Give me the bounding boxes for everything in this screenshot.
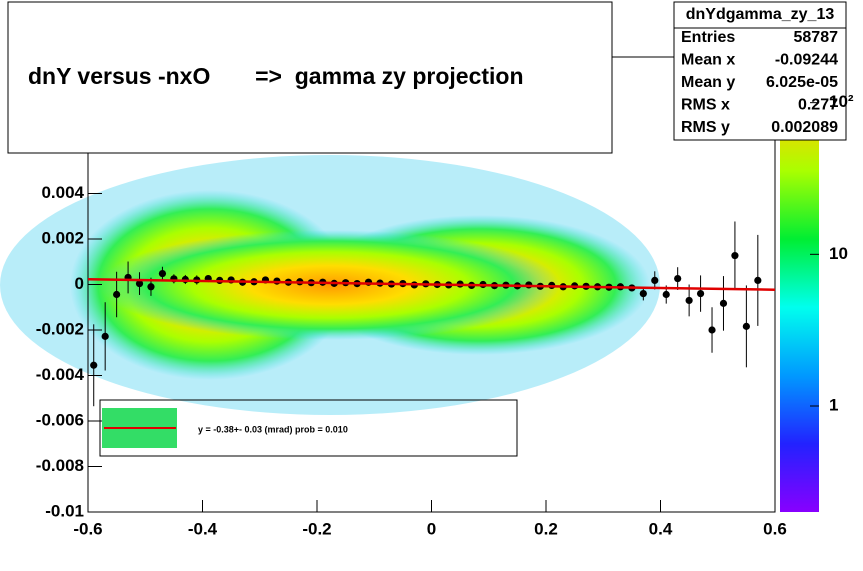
point [639,290,647,298]
stat-name: RMS x [681,97,730,114]
x-tick-label: 0.4 [649,519,673,538]
point [90,361,98,369]
y-tick-label: 0.004 [41,183,84,202]
point [742,322,750,330]
stat-name: Mean x [681,52,735,69]
y-tick-label: 0 [75,274,84,293]
point [696,290,705,298]
point [158,269,167,278]
y-tick-label: -0.004 [36,365,85,384]
y-tick-label: 0.002 [41,228,84,247]
fit-line [87,278,776,291]
x-tick-label: -0.4 [188,519,218,538]
point [113,290,121,299]
density-layout [0,155,660,415]
point [147,283,155,291]
x-tick-label: -0.2 [302,519,331,538]
y-tick-label: -0.008 [36,456,84,475]
stat-value: 0.277 [798,97,838,114]
point [651,276,659,285]
z-tick-label: 1 [829,395,838,414]
y-tick-label: -0.01 [45,501,84,520]
point [708,326,716,334]
z-tick-label: 10 [829,244,848,263]
x-tick-label: 0.6 [763,519,787,538]
stats-box [673,1,847,141]
stat-value: -0.09244 [775,52,838,69]
stat-name: RMS y [681,119,730,136]
y-tick-label: -0.002 [36,319,84,338]
z-tick-label: 10² [829,92,854,111]
x-tick-label: 0 [427,519,436,538]
point [719,299,728,307]
stat-value: 0.002089 [771,119,838,136]
point [135,279,144,288]
point [731,252,739,260]
stat-value: 6.025e-05 [766,74,838,91]
point [685,296,693,305]
stat-name: Mean y [681,74,735,91]
y-tick-label: -0.006 [36,410,84,429]
point [662,290,670,299]
title-box [7,1,613,154]
point [101,332,109,340]
stat-name: Entries [681,29,735,46]
x-tick-label: 0.2 [534,519,558,538]
stats-title: dnYdgamma_zy_13 [686,6,835,23]
legend: y = -0.38+- 0.03 (mrad) prob = 0.010 [99,399,518,457]
point [754,276,762,285]
point [674,274,682,283]
stat-value: 58787 [794,29,839,46]
x-tick-label: -0.6 [73,519,102,538]
chart-title: dnY versus -nxO => gamma zy projection [28,63,524,89]
fit-label: y = -0.38+- 0.03 (mrad) prob = 0.010 [198,424,348,434]
